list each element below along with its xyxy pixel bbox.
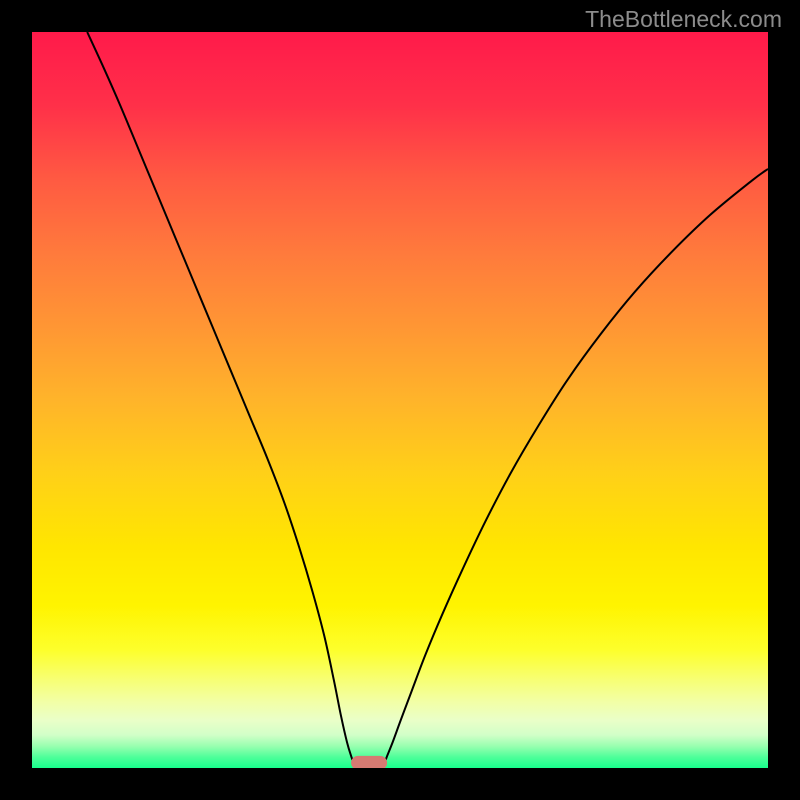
chart-container: TheBottleneck.com xyxy=(0,0,800,800)
gradient-background xyxy=(32,32,768,768)
watermark-text: TheBottleneck.com xyxy=(585,6,782,33)
plot-area xyxy=(32,32,768,768)
